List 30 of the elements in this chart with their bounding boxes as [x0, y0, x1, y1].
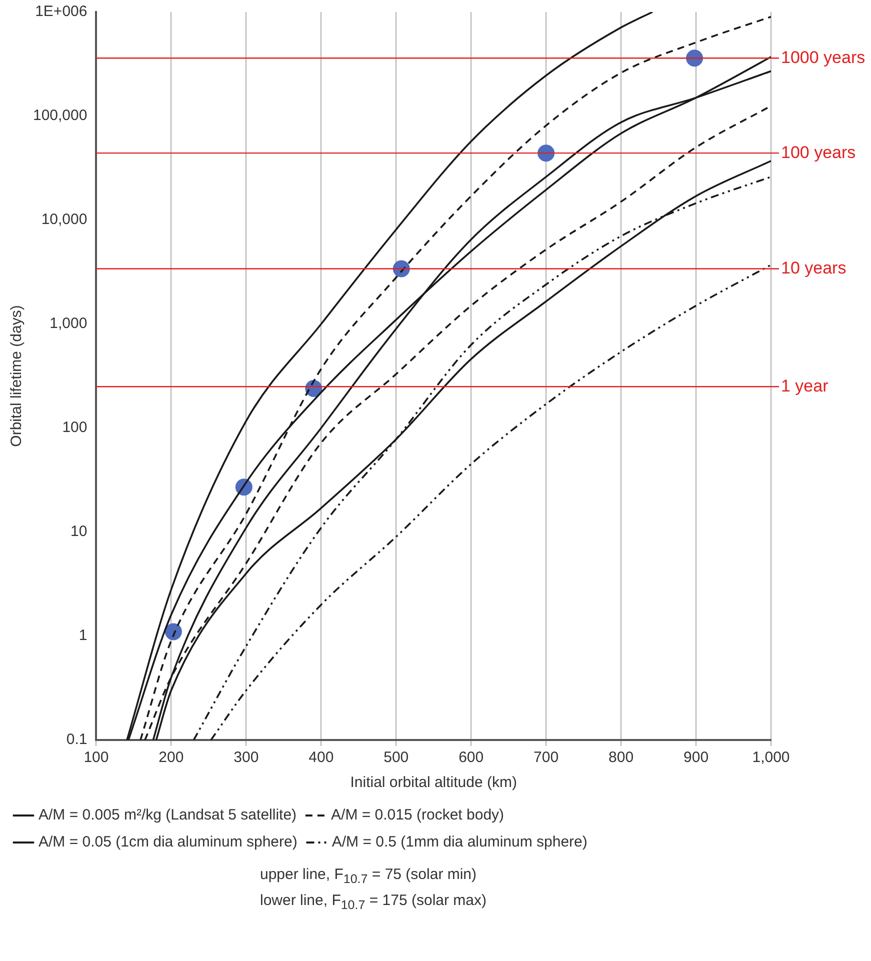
- x-tick-label: 400: [308, 749, 334, 766]
- ref-line-label: 10 years: [781, 258, 846, 278]
- x-tick-label: 1,000: [752, 749, 790, 766]
- ref-line-label: 1 year: [781, 376, 829, 396]
- x-tick-label: 700: [534, 749, 559, 766]
- legend-label: A/M = 0.05 (1cm dia aluminum sphere): [38, 834, 298, 851]
- y-tick-label: 1,000: [50, 315, 88, 332]
- text: upper line, F$_{10.7}$ = 75 (solar min): [260, 865, 478, 888]
- x-tick-label: 500: [384, 749, 409, 766]
- y-tick-label: 10: [70, 523, 88, 540]
- x-tick-label: 100: [84, 749, 109, 766]
- y-tick-label: 100,000: [32, 107, 88, 124]
- y-tick-label: 100: [62, 419, 88, 436]
- legend-label: A/M = 0.5 (1mm dia aluminum sphere): [332, 834, 588, 851]
- text: lower line, F$_{10.7}$ = 175 (solar max): [260, 891, 488, 914]
- ref-line-label: 100 years: [781, 142, 856, 162]
- ref-line-label: 1000 years: [781, 48, 866, 67]
- y-axis-title: Orbital lifetime (days): [8, 305, 26, 447]
- y-tick-label: 1: [78, 627, 88, 644]
- x-tick-label: 900: [684, 749, 709, 766]
- x-tick-label: 200: [158, 749, 184, 766]
- y-tick-label: 10,000: [41, 211, 88, 228]
- x-tick-label: 300: [234, 749, 259, 766]
- legend-label: A/M = 0.015 (rocket body): [331, 806, 504, 824]
- x-tick-label: 600: [458, 749, 484, 766]
- legend-label: A/M = 0.005 m²/kg (Landsat 5 satellite): [38, 806, 297, 824]
- y-tick-label: 1E+006: [35, 3, 88, 20]
- x-tick-label: 800: [608, 749, 634, 766]
- y-tick-label: 0.1: [66, 731, 88, 748]
- x-axis-title: Initial orbital altitude (km): [350, 774, 517, 792]
